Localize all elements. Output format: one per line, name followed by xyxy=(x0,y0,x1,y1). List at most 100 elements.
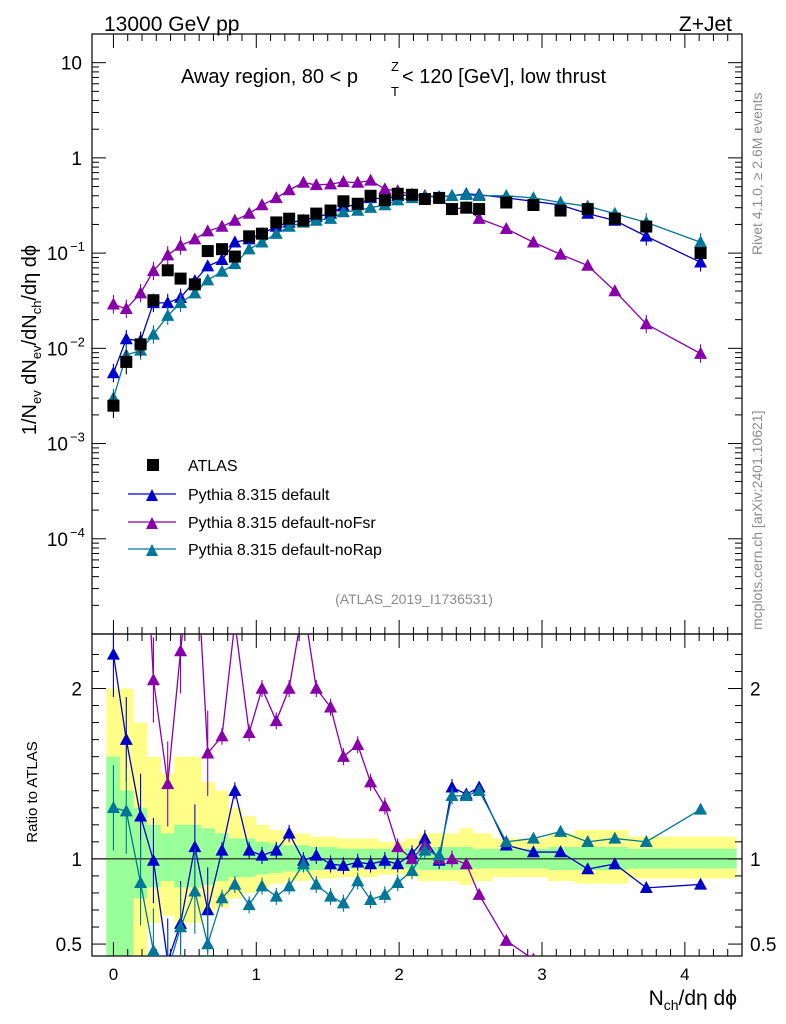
legend-marker-default xyxy=(146,489,158,501)
data-point xyxy=(406,188,418,201)
ratio-point xyxy=(269,889,283,902)
ratio-point xyxy=(499,835,513,848)
y-tick-label-main-exp: −4 xyxy=(70,525,85,540)
data-point xyxy=(351,175,365,188)
data-point xyxy=(527,199,540,212)
green-band-bin xyxy=(174,824,189,888)
data-point xyxy=(161,264,174,277)
ratio-point xyxy=(459,789,473,802)
ratio-point xyxy=(161,965,174,977)
data-point xyxy=(256,227,268,240)
data-point xyxy=(188,232,202,245)
ratio-point xyxy=(174,920,188,933)
data-point xyxy=(255,235,269,248)
y-tick-label-main-exp: −3 xyxy=(70,430,85,445)
ratio-point xyxy=(297,597,310,609)
mcplots-label: mcplots.cern.ch [arXiv:2401.10621] xyxy=(749,411,765,630)
ratio-point xyxy=(324,889,338,902)
ratio-point xyxy=(459,857,473,870)
data-point xyxy=(228,257,242,270)
region-title-head: Away region, 80 < p xyxy=(181,66,358,88)
data-point xyxy=(445,188,459,201)
series-ratio-2 xyxy=(106,765,708,977)
data-point xyxy=(391,187,404,200)
ratio-point xyxy=(120,409,133,421)
ratio-point xyxy=(445,780,459,793)
ratio-point xyxy=(445,789,459,802)
series-line xyxy=(113,179,701,355)
data-point xyxy=(581,258,595,271)
y-tick-label-ratio-right: 0.5 xyxy=(750,935,776,956)
ratio-point xyxy=(134,809,148,822)
green-band-bin xyxy=(119,790,134,956)
y-tick-label-main: 10 xyxy=(47,435,68,456)
ratio-point xyxy=(378,853,392,866)
data-point xyxy=(188,278,201,291)
ratio-point xyxy=(228,615,241,627)
data-point xyxy=(269,191,283,204)
ratio-point xyxy=(134,426,147,438)
data-point xyxy=(107,399,120,412)
green-band-bin xyxy=(201,828,216,885)
data-point xyxy=(201,259,215,272)
ratio-point xyxy=(255,848,269,861)
y-tick-label-main: 10 xyxy=(61,54,82,75)
data-point xyxy=(309,178,323,191)
process-label: Z+Jet xyxy=(679,13,732,36)
ratio-point xyxy=(351,855,365,868)
ratio-point xyxy=(694,802,708,815)
y-tick-label-main: 1 xyxy=(71,149,82,170)
data-point xyxy=(106,297,120,310)
ratio-point xyxy=(639,835,653,848)
ratio-point xyxy=(146,673,160,686)
ratio-point xyxy=(405,852,419,865)
ratio-point xyxy=(324,700,338,713)
legend-label-default: Pythia 8.315 default xyxy=(188,487,330,504)
ratio-point xyxy=(608,831,622,844)
ratio-point xyxy=(364,857,378,870)
ratio-point xyxy=(215,843,229,856)
y-tick-label-main: 10 xyxy=(47,530,68,551)
svg-text:1/Nev dNev/dNch/dη dϕ: 1/Nev dNev/dNch/dη dϕ xyxy=(19,245,44,435)
ratio-point xyxy=(391,875,405,888)
x-tick-label: 0 xyxy=(109,965,118,984)
y-tick-label-main-exp: −1 xyxy=(70,239,85,254)
ratio-point xyxy=(554,824,568,837)
ratio-point xyxy=(188,840,202,853)
data-point xyxy=(243,230,256,243)
ratio-point xyxy=(531,952,536,956)
y-tick-label-ratio: 2 xyxy=(71,680,82,701)
x-tick-label: 4 xyxy=(680,965,689,984)
data-point xyxy=(296,175,310,188)
y-tick-label-ratio: 0.5 xyxy=(56,935,82,956)
data-point xyxy=(608,212,621,225)
ratio-point xyxy=(526,831,540,844)
ratio-point xyxy=(201,746,215,759)
ratio-point xyxy=(554,845,568,858)
ratio-point xyxy=(255,681,269,694)
ratio-point xyxy=(106,647,120,660)
data-point xyxy=(297,214,310,227)
legend-marker-atlas xyxy=(147,459,159,471)
data-point xyxy=(473,203,486,216)
ratio-point xyxy=(282,826,296,839)
ratio-series-group xyxy=(106,409,708,1005)
x-axis-label: Nch/dη dϕ xyxy=(649,987,737,1013)
data-point xyxy=(119,301,133,315)
ratio-point xyxy=(364,775,378,788)
y-tick-label-main: 10 xyxy=(47,339,68,360)
ratio-point xyxy=(499,933,513,946)
green-band-bin xyxy=(160,833,175,882)
data-point xyxy=(201,245,214,258)
data-point xyxy=(459,187,473,200)
ratio-point xyxy=(378,799,392,812)
ratio-point xyxy=(608,993,621,1005)
data-point xyxy=(147,294,160,307)
data-point xyxy=(134,286,148,299)
data-point xyxy=(120,355,133,368)
y-tick-label-main: 10 xyxy=(47,244,68,265)
ratio-point xyxy=(432,848,446,861)
ratio-point xyxy=(134,875,148,888)
ratio-point xyxy=(188,884,202,897)
data-point xyxy=(119,332,133,345)
